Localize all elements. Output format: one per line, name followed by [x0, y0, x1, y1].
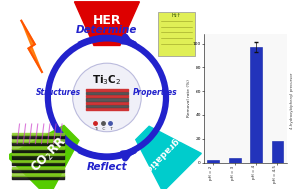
Text: H₂↑: H₂↑ — [172, 13, 182, 19]
Text: Structures: Structures — [36, 88, 81, 97]
Y-axis label: Removal rate (%): Removal rate (%) — [187, 79, 190, 117]
Text: Reflect: Reflect — [87, 162, 127, 172]
Polygon shape — [21, 21, 42, 72]
Bar — [207, 160, 219, 163]
Text: degradation: degradation — [137, 128, 188, 178]
Polygon shape — [136, 126, 201, 189]
Text: Determine: Determine — [76, 25, 138, 35]
FancyBboxPatch shape — [158, 12, 195, 56]
Text: Ti: Ti — [93, 127, 97, 131]
Text: HER: HER — [93, 14, 121, 27]
Text: Ti$_3$C$_2$: Ti$_3$C$_2$ — [92, 73, 122, 87]
Polygon shape — [7, 125, 79, 189]
Bar — [272, 141, 283, 163]
Text: C: C — [101, 127, 105, 131]
Text: Properties: Properties — [133, 88, 178, 97]
Text: 4-hydroxybiphenyl precursor: 4-hydroxybiphenyl precursor — [290, 72, 293, 129]
Circle shape — [73, 63, 141, 132]
Polygon shape — [74, 2, 139, 46]
Text: T: T — [109, 127, 113, 131]
Bar — [250, 47, 262, 163]
Text: CO$_2$RR: CO$_2$RR — [29, 134, 71, 176]
Bar — [229, 158, 241, 163]
